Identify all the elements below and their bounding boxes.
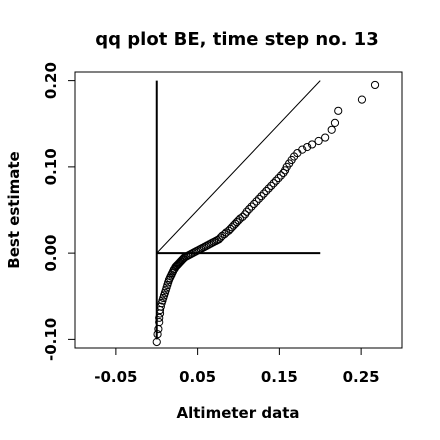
x-tick-label: 0.25 (343, 368, 380, 386)
data-point (252, 197, 261, 206)
data-point (264, 184, 273, 193)
y-tick-label: 0.10 (42, 148, 60, 185)
data-point (247, 202, 256, 211)
data-point (357, 95, 367, 104)
data-point (272, 176, 281, 185)
data-point (262, 186, 271, 196)
data-point (303, 142, 312, 152)
plot-frame (74, 71, 403, 349)
data-point (330, 118, 340, 127)
data-point (153, 330, 162, 339)
y-tick-label: -0.10 (42, 318, 60, 361)
data-point (257, 192, 266, 201)
y-axis: -0.10 0.00 0.10 0.20 (42, 62, 75, 361)
data-point (254, 194, 264, 203)
y-tick-label: 0.20 (42, 62, 60, 99)
x-axis-label: Altimeter data (177, 404, 300, 422)
data-point (238, 212, 247, 221)
data-point (240, 210, 250, 219)
data-point (155, 313, 164, 322)
data-point (249, 199, 259, 209)
data-point (152, 337, 161, 347)
data-point (327, 125, 336, 134)
reference-lines (155, 80, 321, 340)
data-point (156, 302, 165, 311)
data-point (259, 189, 268, 198)
data-point (155, 318, 164, 327)
data-point (276, 171, 286, 180)
data-point (245, 205, 254, 214)
data-point (236, 214, 245, 223)
x-axis: -0.05 0.05 0.15 0.25 (94, 348, 380, 386)
y-tick-label: 0.00 (42, 235, 60, 272)
chart-title: qq plot BE, time step no. 13 (95, 29, 378, 50)
data-point (274, 173, 283, 183)
data-point (298, 145, 307, 154)
y-axis-label: Best estimate (5, 151, 23, 268)
data-point (269, 179, 278, 188)
x-tick-label: 0.05 (179, 368, 216, 386)
data-point (242, 207, 251, 216)
x-tick-label: 0.15 (261, 368, 298, 386)
data-points (152, 80, 380, 347)
data-point (307, 140, 317, 149)
data-point (267, 181, 276, 190)
x-tick-label: -0.05 (94, 368, 137, 386)
data-point (334, 106, 343, 115)
data-point (321, 133, 330, 142)
data-point (314, 136, 323, 146)
identity-reference-line (156, 80, 321, 254)
data-point (370, 80, 380, 90)
